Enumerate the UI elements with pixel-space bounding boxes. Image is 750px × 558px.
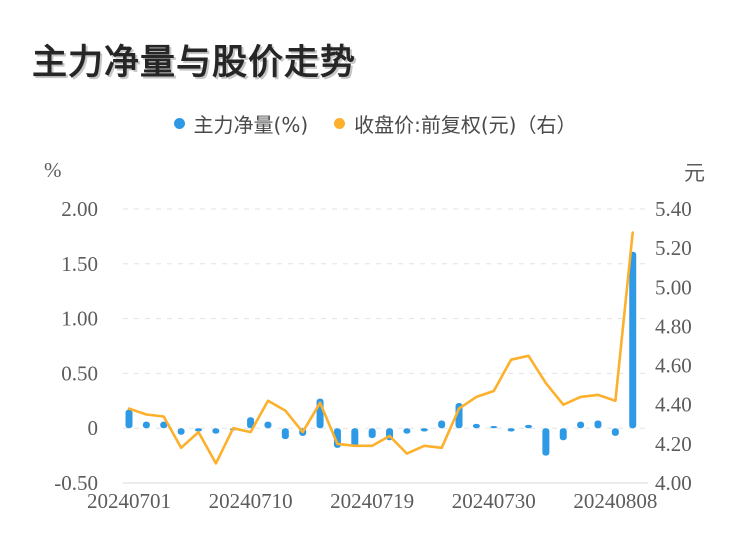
bar-20240711 xyxy=(264,421,272,429)
legend: 主力净量(%) 收盘价:前复权(元)（右） xyxy=(0,109,750,138)
right-axis-tick-label: 4.20 xyxy=(655,432,692,456)
bar-20240701 xyxy=(125,409,133,429)
right-axis-tick-label: 5.40 xyxy=(655,197,692,221)
left-axis-tick-label: 2.00 xyxy=(61,197,98,221)
right-axis-tick-label: 4.40 xyxy=(655,393,692,417)
bar-20240718 xyxy=(351,428,359,447)
x-axis-label: 20240719 xyxy=(330,489,414,513)
x-axis-label: 20240701 xyxy=(87,489,171,513)
bar-20240731 xyxy=(507,428,515,432)
legend-item-close-price[interactable]: 收盘价:前复权(元)（右） xyxy=(334,109,576,138)
bar-20240702 xyxy=(142,421,150,429)
page-title: 主力净量与股价走势 xyxy=(32,43,357,83)
price-line xyxy=(127,231,635,465)
bar-20240708 xyxy=(212,428,220,434)
legend-dot-blue-icon xyxy=(173,118,185,129)
legend-label-close-price: 收盘价:前复权(元)（右） xyxy=(354,113,577,137)
bar-20240805 xyxy=(559,428,567,441)
bar-20240719 xyxy=(368,428,376,439)
bar-20240809 xyxy=(629,251,637,429)
bar-20240723 xyxy=(403,428,411,434)
bar-20240712 xyxy=(281,428,289,440)
right-axis-tick-label: 4.60 xyxy=(655,354,692,378)
bar-20240705 xyxy=(194,428,202,432)
bar-20240730 xyxy=(490,426,498,429)
legend-label-main-net-volume: 主力净量(%) xyxy=(193,113,309,137)
left-axis-tick-label: 0 xyxy=(88,416,99,440)
left-axis-tick-label: 1.50 xyxy=(61,252,98,276)
x-axis-label: 20240730 xyxy=(452,489,536,513)
bar-20240710 xyxy=(247,417,255,429)
right-axis-tick-label: 4.80 xyxy=(655,314,692,338)
bar-20240808 xyxy=(611,428,619,436)
bar-20240802 xyxy=(542,428,550,456)
right-axis-unit: 元 xyxy=(684,161,705,185)
x-axis-label: 20240710 xyxy=(209,489,293,513)
legend-dot-yellow-icon xyxy=(334,118,346,129)
right-axis-tick-label: 5.00 xyxy=(655,275,692,299)
left-axis-tick-label: 1.00 xyxy=(61,307,98,331)
bar-20240801 xyxy=(525,424,533,429)
bar-20240725 xyxy=(438,420,446,429)
bar-20240807 xyxy=(594,420,602,429)
bar-20240703 xyxy=(160,421,168,429)
right-axis-tick-label: 5.20 xyxy=(655,236,692,260)
left-axis-tick-label: 0.50 xyxy=(61,361,98,385)
left-axis-tick-label: -0.50 xyxy=(54,471,98,495)
x-axis-label: 20240808 xyxy=(573,489,657,513)
bar-20240806 xyxy=(577,421,585,429)
bar-20240729 xyxy=(472,423,480,429)
right-axis-tick-label: 4.00 xyxy=(655,471,692,495)
bar-20240724 xyxy=(420,428,428,432)
bar-20240704 xyxy=(177,428,185,435)
left-axis-unit: % xyxy=(44,158,62,182)
legend-item-main-net-volume[interactable]: 主力净量(%) xyxy=(173,109,309,138)
